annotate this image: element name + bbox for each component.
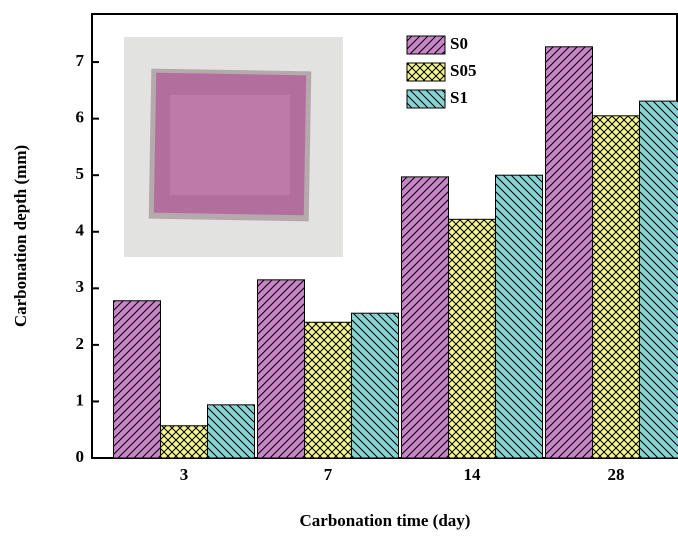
x-axis-label: Carbonation time (day) <box>300 511 471 530</box>
bar <box>545 46 593 459</box>
legend-label: S05 <box>450 61 476 80</box>
x-tick-label: 3 <box>180 465 189 484</box>
bar <box>351 312 399 459</box>
bar <box>207 404 255 459</box>
legend-swatch <box>406 35 446 55</box>
x-tick-label: 28 <box>608 465 625 484</box>
legend-swatch <box>406 89 446 109</box>
y-tick-label: 5 <box>76 164 85 183</box>
x-tick-label: 14 <box>464 465 482 484</box>
bar <box>592 115 640 459</box>
y-tick-label: 4 <box>76 221 85 240</box>
bar <box>639 100 678 459</box>
y-tick-label: 6 <box>76 108 85 127</box>
y-tick-label: 7 <box>76 51 85 70</box>
y-tick-label: 3 <box>76 277 85 296</box>
y-tick-label: 1 <box>76 390 85 409</box>
legend-swatch <box>406 62 446 82</box>
y-tick-label: 0 <box>76 447 85 466</box>
y-axis-label: Carbonation depth (mm) <box>11 145 30 327</box>
y-tick-label: 2 <box>76 334 85 353</box>
bar <box>160 425 208 459</box>
bar <box>257 279 305 459</box>
bar <box>113 300 161 459</box>
bar <box>448 218 496 459</box>
bar <box>401 176 449 459</box>
x-tick-label: 7 <box>324 465 333 484</box>
bar <box>304 321 352 459</box>
inset-photo <box>124 37 343 257</box>
bar <box>495 174 543 459</box>
legend-label: S0 <box>450 34 468 53</box>
legend-label: S1 <box>450 88 468 107</box>
